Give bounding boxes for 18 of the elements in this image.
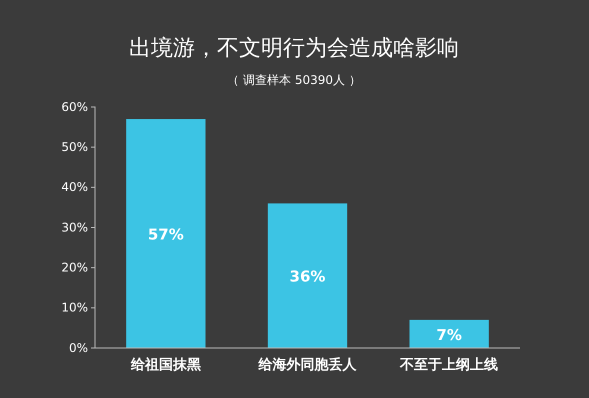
bar (268, 203, 348, 348)
chart-title: 出境游，不文明行为会造成啥影响 (129, 36, 459, 61)
y-tick-label: 50% (61, 140, 88, 154)
x-tick-label: 不至于上纲上线 (399, 357, 498, 374)
data-label: 57% (148, 226, 184, 244)
y-tick-label: 20% (61, 260, 88, 275)
y-tick-label: 40% (61, 180, 88, 194)
x-tick-label: 给海外同胞丢人 (258, 356, 358, 374)
data-label: 7% (436, 326, 462, 344)
bar (126, 119, 206, 348)
y-tick-label: 0% (68, 340, 88, 355)
x-tick-label: 给祖国抹黑 (130, 356, 201, 374)
bar (410, 320, 489, 348)
y-tick-label: 10% (61, 300, 88, 315)
chart-subtitle: （ 调查样本 50390人 ） (227, 73, 361, 87)
y-tick-label: 30% (61, 220, 88, 234)
y-tick-label: 60% (61, 100, 88, 114)
data-label: 36% (290, 268, 326, 286)
